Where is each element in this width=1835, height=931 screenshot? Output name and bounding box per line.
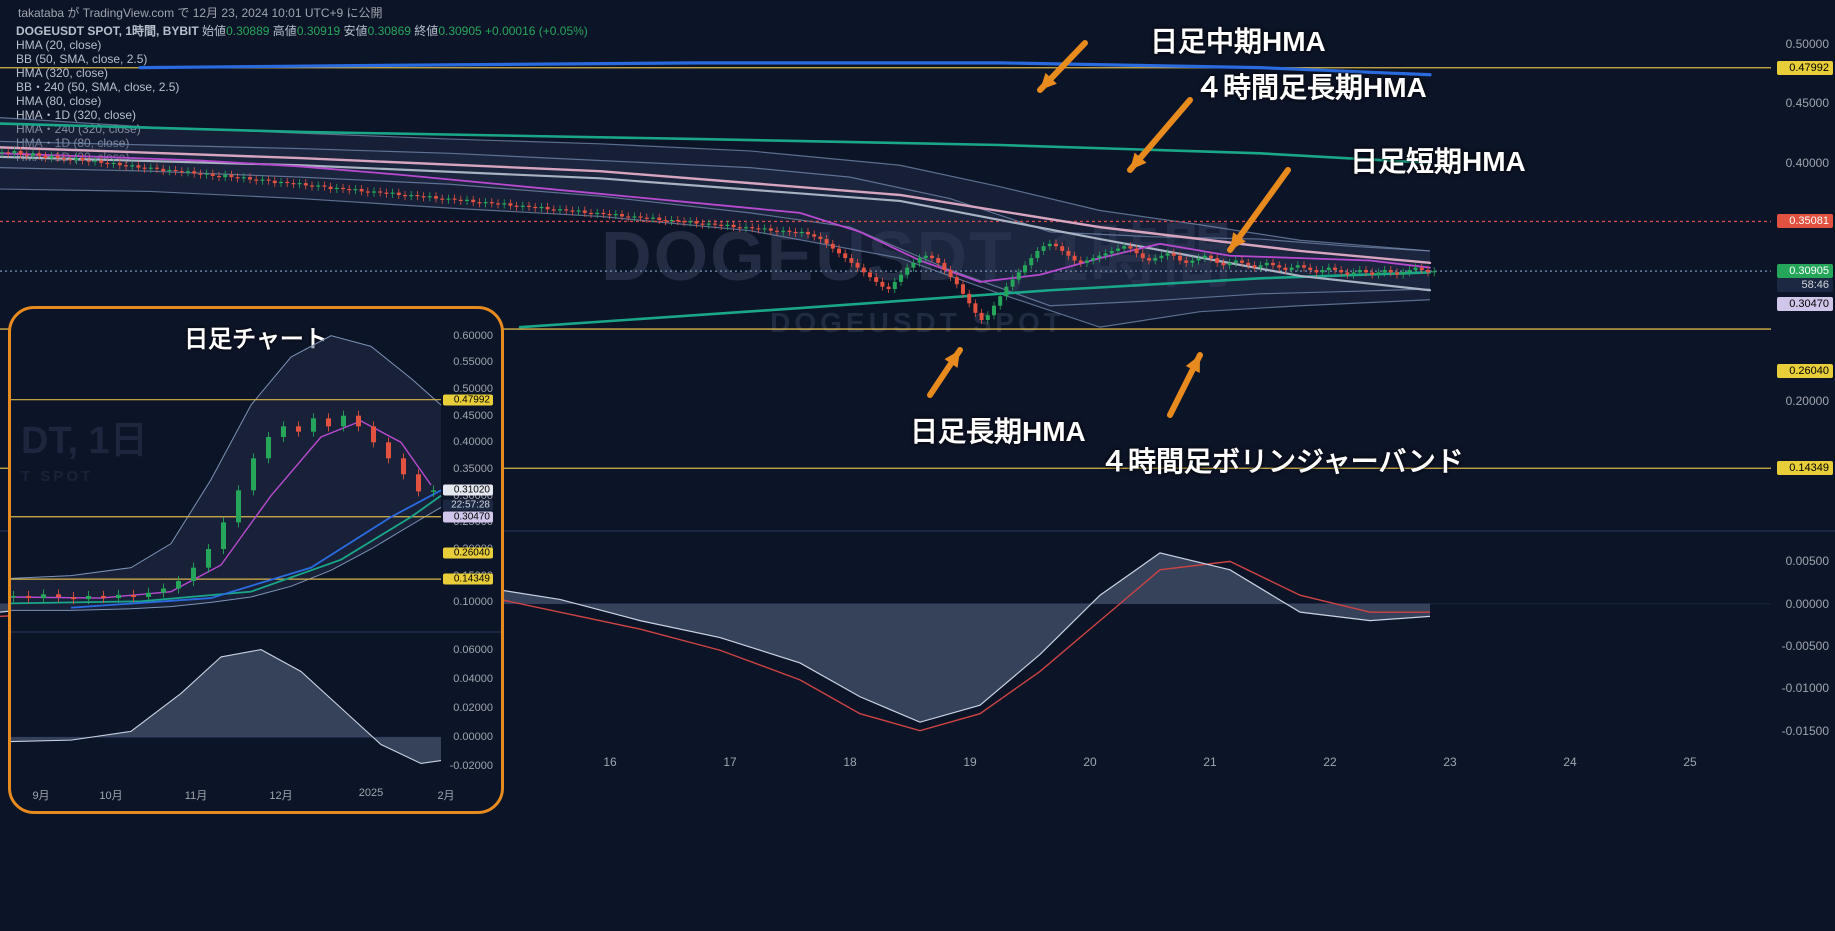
inset-separator: [11, 631, 501, 633]
arrow-icon: [1214, 154, 1304, 266]
publish-info: takataba が TradingView.com で 12月 23, 202…: [18, 4, 383, 21]
arrow-icon: [914, 334, 976, 411]
inset-x-axis: 9月10月11月12月20252月: [11, 787, 501, 805]
annotation-label: ４時間足ボリンジャーバンド: [1100, 440, 1464, 480]
price-y-axis: 0.500000.450000.400000.200000.479920.350…: [1771, 20, 1835, 520]
arrow-icon: [1024, 27, 1101, 106]
daily-inset-chart[interactable]: 日足チャート DT, 1日 T SPOT 0.600000.550000.500…: [8, 306, 504, 814]
inset-ind-y-axis: 0.060000.040000.020000.00000-0.02000: [439, 635, 495, 781]
inset-price-chart: [11, 309, 504, 629]
annotation-label: 日足長期HMA: [910, 410, 1086, 450]
indicator-y-axis: 0.005000.00000-0.00500-0.01000-0.01500: [1763, 536, 1835, 756]
inset-y-axis: 0.600000.550000.500000.450000.400000.350…: [439, 309, 495, 629]
arrow-icon: [1114, 84, 1206, 186]
inset-indicator: [11, 635, 504, 781]
annotation-label: 日足短期HMA: [1350, 140, 1526, 180]
annotation-label: 日足中期HMA: [1150, 20, 1326, 60]
annotation-label: ４時間足長期HMA: [1195, 66, 1427, 106]
arrow-icon: [1154, 339, 1216, 431]
